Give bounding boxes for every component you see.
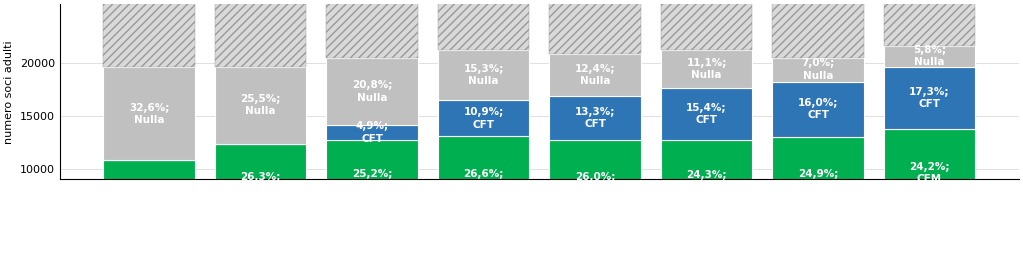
- Bar: [661, 88, 752, 140]
- Text: 25,2%;
CFM: 25,2%; CFM: [352, 169, 392, 192]
- Bar: [884, 216, 975, 261]
- Bar: [884, 46, 975, 67]
- Text: 23,0%;
CFM: 23,0%; CFM: [129, 182, 169, 205]
- Bar: [884, 67, 975, 129]
- Bar: [438, 224, 529, 261]
- Bar: [215, 0, 306, 67]
- Bar: [103, 266, 194, 275]
- Text: 24,3%;
CFM: 24,3%; CFM: [686, 170, 726, 192]
- Bar: [772, 137, 863, 223]
- Bar: [661, 222, 752, 263]
- Text: 11,1%;
Nulla: 11,1%; Nulla: [686, 58, 726, 80]
- Bar: [438, 136, 529, 224]
- Bar: [326, 221, 417, 264]
- Text: 25,5%;
Nulla: 25,5%; Nulla: [240, 94, 280, 116]
- Text: 32,6%;
Nulla: 32,6%; Nulla: [129, 103, 169, 125]
- Bar: [326, 140, 417, 221]
- Bar: [661, 140, 752, 222]
- Bar: [549, 0, 640, 54]
- Text: 13,8%;
CFA: 13,8%; CFA: [352, 231, 392, 254]
- Text: 13,3%;
CFT: 13,3%; CFT: [575, 107, 615, 129]
- Bar: [884, 129, 975, 216]
- Bar: [103, 161, 194, 226]
- Text: 26,0%;
CFM: 26,0%; CFM: [575, 172, 615, 195]
- Text: 7,0%;
Nulla: 7,0%; Nulla: [801, 59, 835, 81]
- Bar: [438, 0, 529, 50]
- Text: 16,0%;
CFT: 16,0%; CFT: [798, 98, 838, 120]
- Bar: [215, 265, 306, 275]
- Bar: [661, 263, 752, 275]
- Bar: [103, 67, 194, 161]
- Bar: [772, 82, 863, 137]
- Text: 10,9%;
CFT: 10,9%; CFT: [463, 107, 503, 129]
- Text: 24,2%;
CFM: 24,2%; CFM: [909, 161, 949, 184]
- Bar: [215, 67, 306, 144]
- Bar: [103, 0, 194, 67]
- Text: 17,3%;
CFT: 17,3%; CFT: [909, 87, 949, 109]
- Bar: [549, 140, 640, 227]
- Bar: [549, 263, 640, 275]
- Text: 11,8%;
CFA: 11,8%; CFA: [798, 232, 838, 254]
- Bar: [772, 264, 863, 275]
- Bar: [884, 261, 975, 275]
- Bar: [884, 0, 975, 46]
- Text: 10,7%;
CFA: 10,7%; CFA: [575, 234, 615, 256]
- Text: 12,4%;
CFA: 12,4%; CFA: [909, 227, 949, 250]
- Bar: [326, 0, 417, 58]
- Bar: [661, 0, 752, 50]
- Text: 24,9%;
CFM: 24,9%; CFM: [798, 169, 838, 191]
- Text: 11,8%;
CFA: 11,8%; CFA: [686, 231, 726, 254]
- Text: 5,8%;
Nulla: 5,8%; Nulla: [913, 45, 946, 67]
- Bar: [326, 124, 417, 140]
- Text: 11,3%;
CFA: 11,3%; CFA: [463, 231, 503, 254]
- Bar: [772, 57, 863, 82]
- Bar: [438, 261, 529, 275]
- Bar: [772, 223, 863, 264]
- Text: 15,3%;
Nulla: 15,3%; Nulla: [463, 64, 503, 86]
- Bar: [772, 0, 863, 57]
- Bar: [326, 264, 417, 275]
- Text: 26,6%;
CFM: 26,6%; CFM: [463, 169, 503, 191]
- Text: 13,8%;
CFA: 13,8%; CFA: [240, 233, 280, 256]
- Bar: [215, 144, 306, 223]
- Bar: [661, 50, 752, 88]
- Bar: [549, 95, 640, 140]
- Y-axis label: numero soci adulti: numero soci adulti: [4, 40, 14, 144]
- Bar: [438, 50, 529, 100]
- Text: 26,3%;
CFM: 26,3%; CFM: [240, 172, 280, 195]
- Text: 15,4%;
CFT: 15,4%; CFT: [686, 103, 726, 125]
- Bar: [438, 100, 529, 136]
- Bar: [549, 227, 640, 263]
- Bar: [103, 226, 194, 266]
- Text: 13,9%;
CFA: 13,9%; CFA: [129, 235, 169, 258]
- Text: 20,8%;
Nulla: 20,8%; Nulla: [352, 80, 392, 103]
- Bar: [549, 54, 640, 95]
- Text: 4,9%;
CFT: 4,9%; CFT: [355, 121, 389, 144]
- Text: 12,4%;
Nulla: 12,4%; Nulla: [575, 64, 615, 86]
- Bar: [326, 58, 417, 124]
- Bar: [215, 223, 306, 265]
